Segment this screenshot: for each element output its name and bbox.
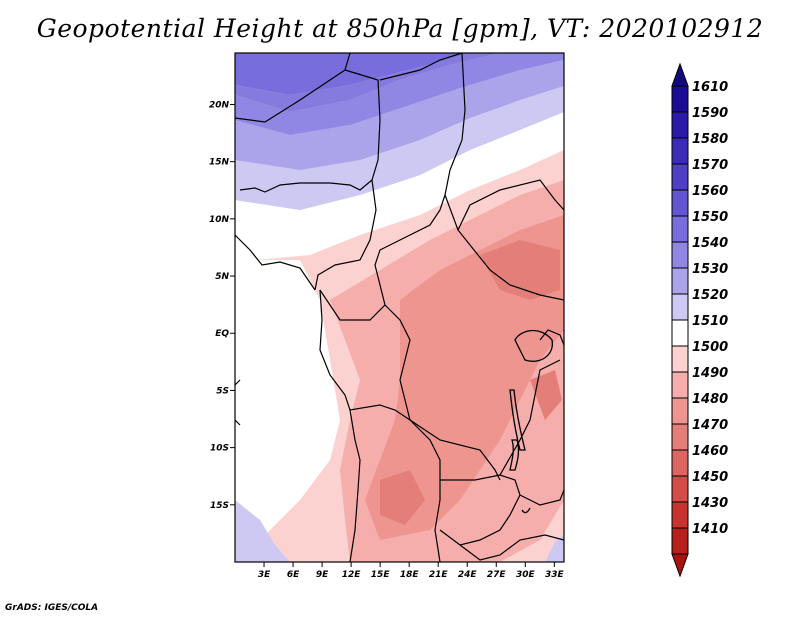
- lat-tick-label: EQ: [215, 329, 229, 339]
- lon-tick-label: 30E: [516, 570, 536, 580]
- lat-tick-label: 10S: [210, 444, 229, 454]
- country-borders: [235, 53, 564, 562]
- colorbar-label: 1550: [692, 210, 728, 225]
- colorbar-swatch: [671, 319, 689, 347]
- colorbar-label: 1570: [692, 158, 728, 173]
- colorbar-swatch: [671, 501, 689, 529]
- colorbar-label: 1590: [692, 106, 728, 121]
- lat-tick-label: 15S: [210, 501, 229, 511]
- colorbar-swatch: [671, 527, 689, 555]
- chart-title: Geopotential Height at 850hPa [gpm], VT:…: [36, 14, 764, 43]
- colorbar-label: 1450: [692, 470, 728, 485]
- lat-tick-label: 15N: [209, 158, 230, 168]
- longitude-axis: 3E 6E 9E 12E 15E 18E 21E 24E 27E 30E 33E: [258, 562, 565, 580]
- lat-tick-label: 5S: [216, 386, 229, 396]
- colorbar-label: 1430: [692, 496, 728, 511]
- lakes: [509, 329, 553, 514]
- colorbar-swatch: [671, 449, 689, 477]
- lon-tick-label: 6E: [287, 570, 300, 580]
- band-1540: [235, 53, 564, 135]
- band-1510-southwest: [235, 260, 340, 562]
- colorbar-swatch: [671, 215, 689, 243]
- band-1520-southwest: [235, 500, 290, 562]
- colorbar-swatch: [671, 293, 689, 321]
- lon-tick-label: 12E: [342, 570, 362, 580]
- colorbar-swatch: [671, 85, 689, 113]
- band-1480: [365, 215, 564, 540]
- colorbar-label: 1560: [692, 184, 728, 199]
- band-1520-southeast: [545, 535, 564, 562]
- lon-tick-label: 33E: [545, 570, 565, 580]
- lon-tick-label: 27E: [487, 570, 507, 580]
- colorbar: 1610 1590 1580 1570 1560 1550 1540 1530 1520 1510…: [671, 62, 728, 578]
- colorbar-label: 1520: [692, 288, 728, 303]
- colorbar-label: 1510: [692, 314, 728, 329]
- colorbar-swatch: [671, 241, 689, 269]
- colorbar-swatch: [671, 267, 689, 295]
- colorbar-label: 1540: [692, 236, 728, 251]
- lat-tick-label: 10N: [209, 215, 230, 225]
- colorbar-swatch: [671, 163, 689, 191]
- colorbar-swatch: [671, 423, 689, 451]
- colorbar-swatch: [671, 397, 689, 425]
- lon-tick-label: 15E: [371, 570, 391, 580]
- grads-credit: GrADS: IGES/COLA: [5, 603, 99, 613]
- band-1520-north: [235, 85, 564, 210]
- height-field: [235, 53, 564, 562]
- band-1545: [235, 53, 500, 112]
- lon-tick-label: 24E: [458, 570, 478, 580]
- colorbar-label: 1500: [692, 340, 728, 355]
- band-1550: [235, 53, 470, 95]
- colorbar-label: 1530: [692, 262, 728, 277]
- lat-tick-label: 5N: [215, 272, 229, 282]
- colorbar-swatch: [671, 371, 689, 399]
- band-1470-south: [380, 470, 425, 525]
- colorbar-label: 1610: [692, 80, 728, 95]
- lon-tick-label: 21E: [429, 570, 449, 580]
- colorbar-label: 1490: [692, 366, 728, 381]
- band-1510-north: [235, 110, 564, 262]
- colorbar-label: 1580: [692, 132, 728, 147]
- colorbar-label: 1410: [692, 522, 728, 537]
- colorbar-label: 1480: [692, 392, 728, 407]
- band-1470-east: [480, 240, 560, 300]
- colorbar-label: 1460: [692, 444, 728, 459]
- colorbar-swatch: [671, 111, 689, 139]
- lat-tick-label: 20N: [209, 100, 230, 110]
- colorbar-swatch: [671, 345, 689, 373]
- band-1530: [235, 60, 564, 170]
- colorbar-swatch: [671, 189, 689, 217]
- colorbar-bottom-cap: [671, 553, 689, 578]
- colorbar-swatch: [671, 475, 689, 503]
- colorbar-label: 1470: [692, 418, 728, 433]
- lon-tick-label: 3E: [258, 570, 271, 580]
- lon-tick-label: 18E: [400, 570, 420, 580]
- lon-tick-label: 9E: [316, 570, 329, 580]
- latitude-axis: 20N 15N 10N 5N EQ 5S 10S 15S: [209, 100, 235, 511]
- colorbar-top-cap: [671, 62, 689, 87]
- map-frame: [234, 52, 565, 563]
- colorbar-swatch: [671, 137, 689, 165]
